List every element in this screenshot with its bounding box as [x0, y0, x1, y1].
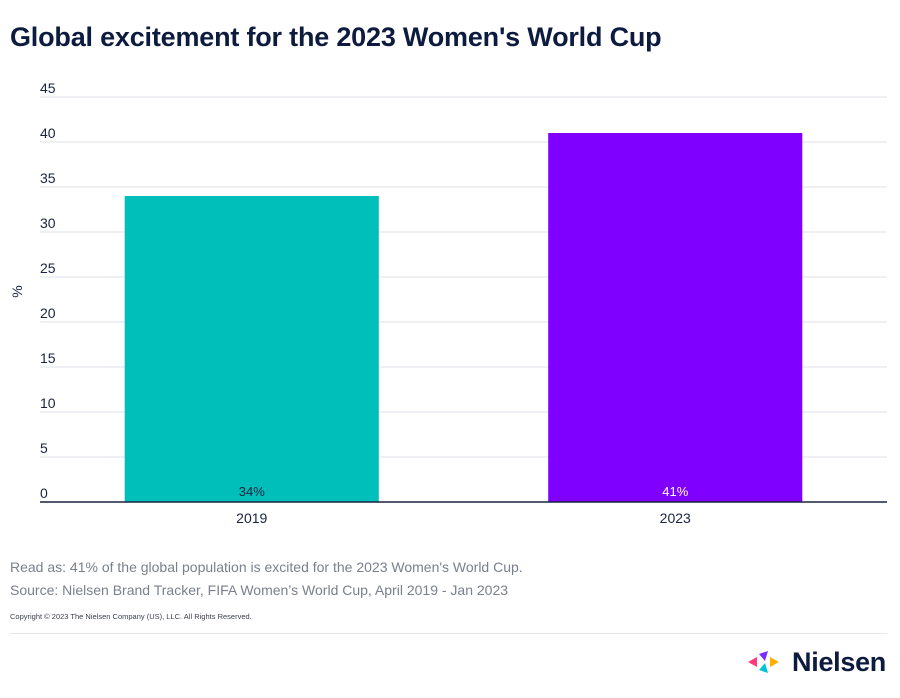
- data-label: 34%: [239, 484, 265, 499]
- x-tick-label: 2023: [660, 510, 691, 526]
- copyright-text: Copyright © 2023 The Nielsen Company (US…: [10, 612, 252, 621]
- nielsen-brand: Nielsen: [748, 645, 886, 679]
- footer-divider: [10, 633, 887, 634]
- y-tick-label: 0: [40, 485, 48, 501]
- bar-2023: [548, 133, 803, 502]
- brand-name: Nielsen: [792, 646, 886, 677]
- y-tick-label: 10: [40, 395, 56, 411]
- y-tick-label: 25: [40, 260, 56, 276]
- nielsen-logo-icon: [748, 651, 780, 673]
- y-tick-label: 45: [40, 80, 56, 96]
- bar-chart: 0 5 10 15 20 25 30 35 40 45% 34% 2019 41% 2023: [9, 80, 887, 526]
- x-tick-label: 2019: [236, 510, 267, 526]
- y-tick-label: 5: [40, 440, 48, 456]
- source-note: Source: Nielsen Brand Tracker, FIFA Wome…: [10, 582, 509, 598]
- data-label: 41%: [662, 484, 688, 499]
- chart-title: Global excitement for the 2023 Women's W…: [10, 22, 662, 52]
- bar-2019: [124, 196, 379, 502]
- y-tick-label: 35: [40, 170, 56, 186]
- y-tick-label: 15: [40, 350, 56, 366]
- y-tick-label: 30: [40, 215, 56, 231]
- read-as-note: Read as: 41% of the global population is…: [10, 559, 523, 575]
- y-axis-label: %: [9, 285, 25, 297]
- y-tick-label: 40: [40, 125, 56, 141]
- y-tick-label: 20: [40, 305, 56, 321]
